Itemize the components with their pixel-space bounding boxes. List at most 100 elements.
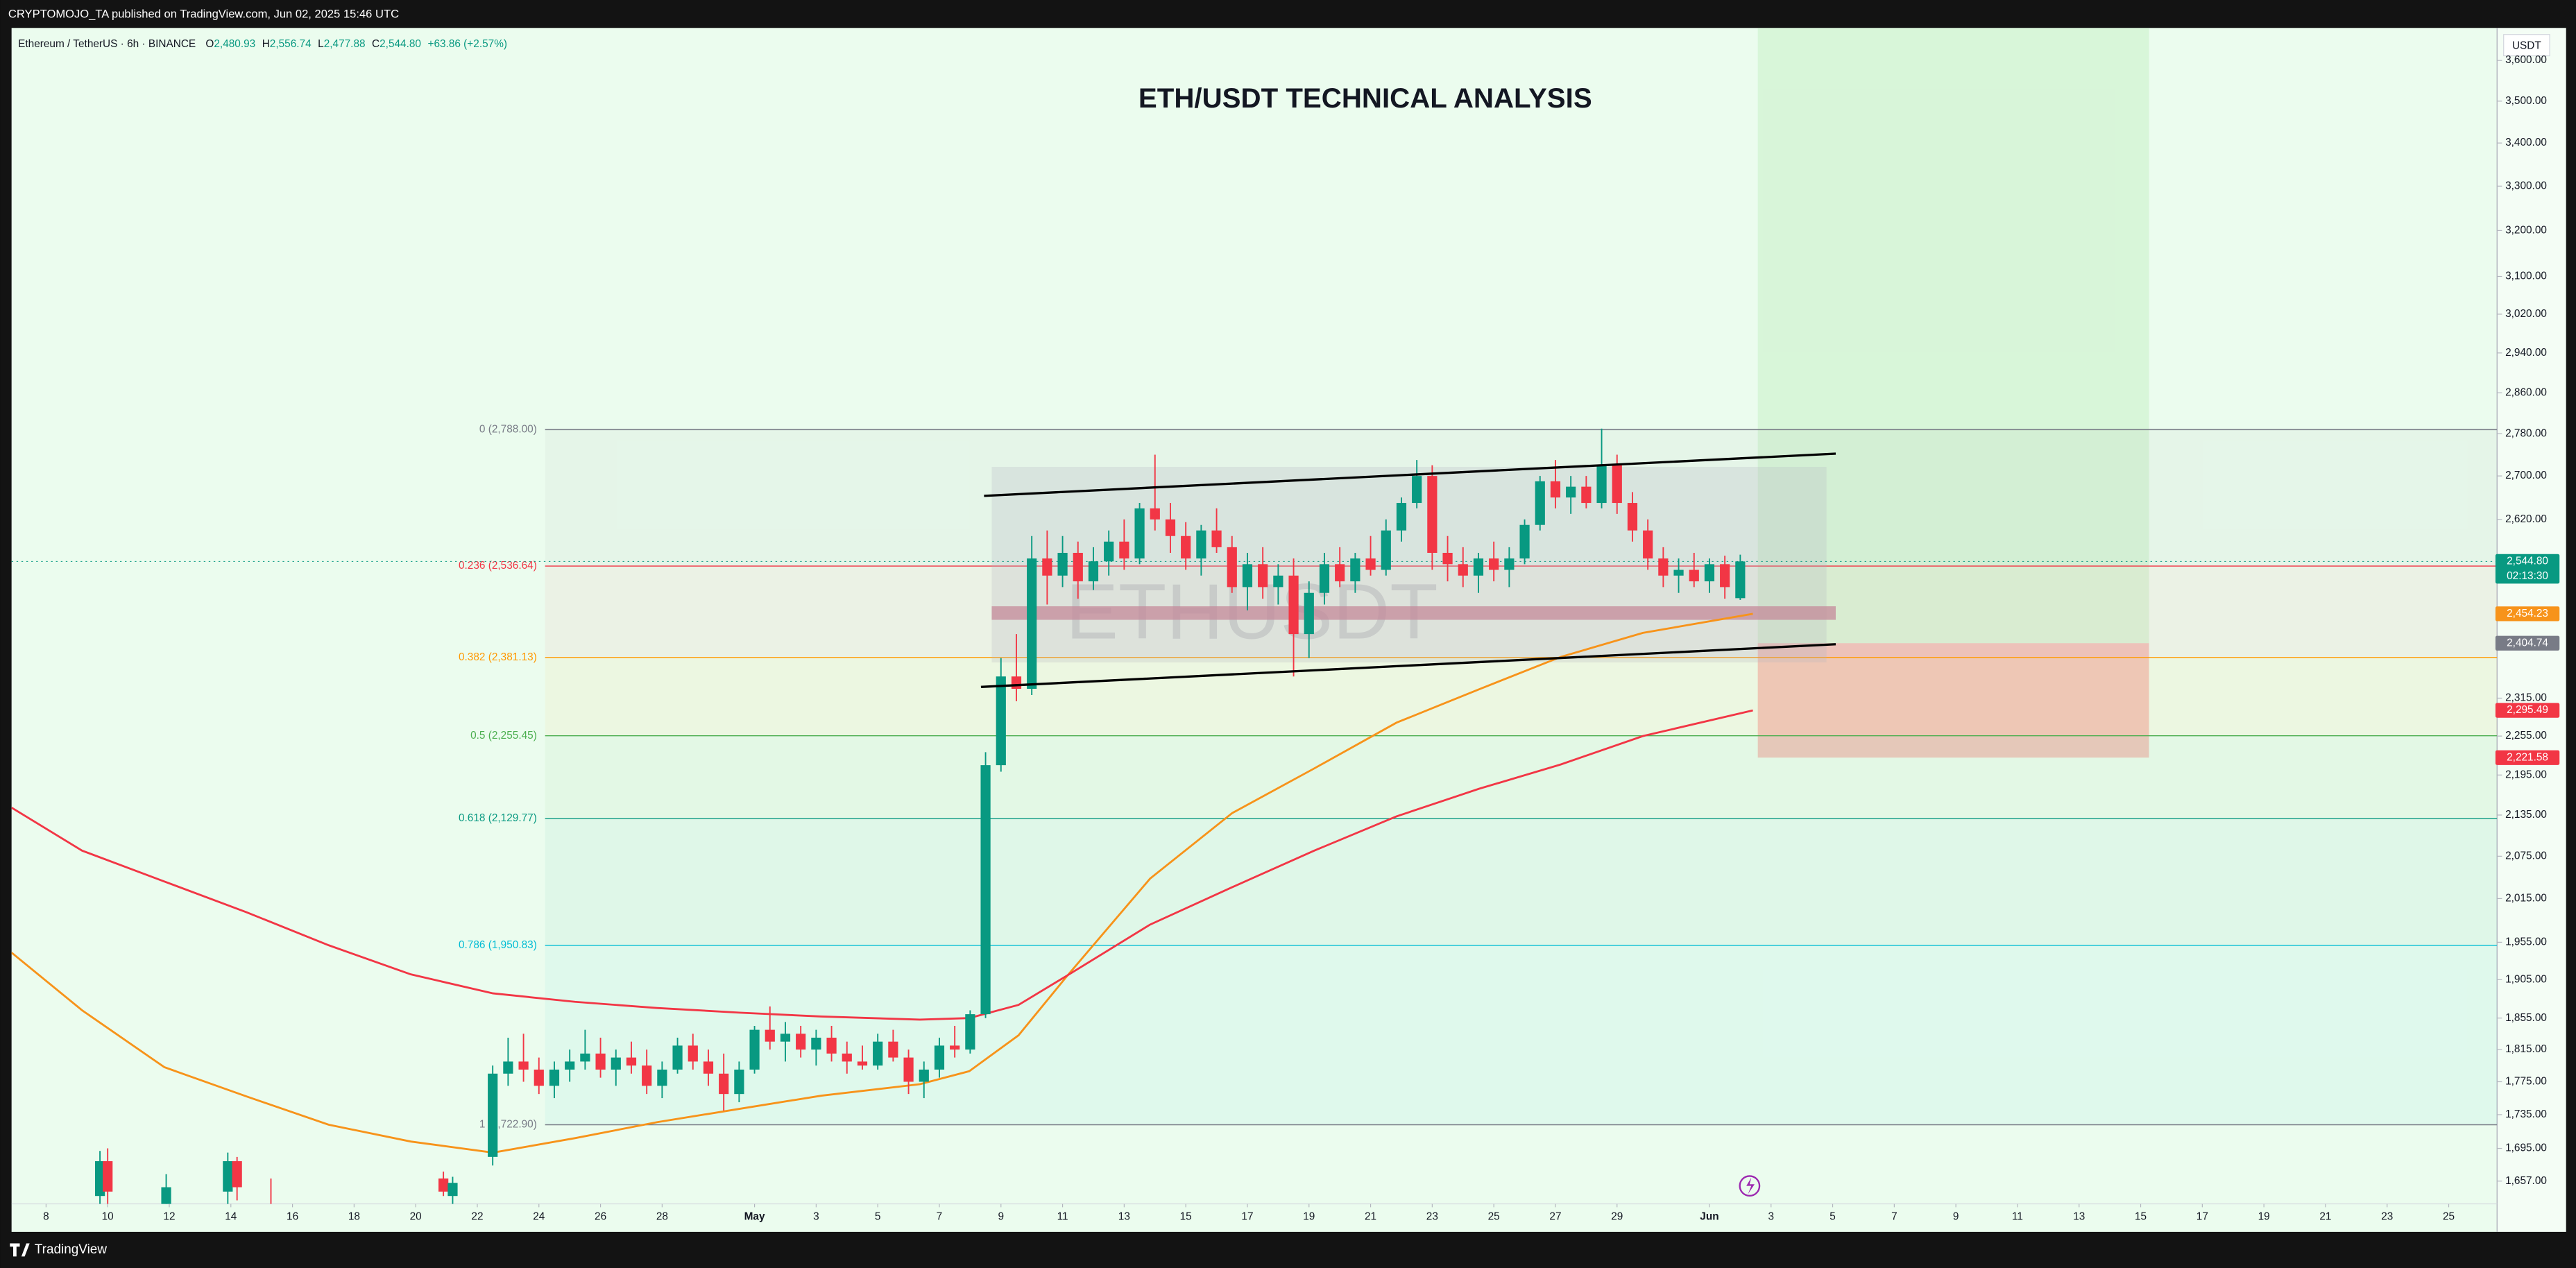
candle-body: [1596, 465, 1607, 504]
price-tag: [2495, 606, 2560, 622]
candle-body: [1165, 519, 1176, 536]
x-tick-label: 28: [656, 1211, 668, 1223]
fib-label: 0.382 (2,381.13): [459, 651, 537, 663]
price-tag: [2495, 635, 2560, 651]
candle-body: [1735, 561, 1746, 599]
x-tick-label: 3: [813, 1211, 819, 1223]
y-tick-label: 2,780.00: [2505, 427, 2547, 439]
y-tick-label: 1,955.00: [2505, 936, 2547, 948]
candle-body: [1196, 530, 1206, 559]
candle-body: [1227, 547, 1237, 588]
fib-label: 0.236 (2,536.64): [459, 560, 537, 572]
candle-body: [1134, 508, 1145, 559]
price-tag-label: 2,544.80: [2507, 555, 2548, 567]
y-tick-label: 3,020.00: [2505, 308, 2547, 320]
range-box: [991, 467, 1827, 662]
x-tick-label: 22: [471, 1211, 483, 1223]
candle-body: [1381, 530, 1391, 570]
candle-body: [703, 1061, 714, 1074]
price-axis: [2497, 28, 2566, 1232]
y-tick-label: 3,500.00: [2505, 95, 2547, 107]
candle-body: [534, 1069, 544, 1086]
candle-body: [657, 1069, 667, 1086]
x-tick-label: 27: [1549, 1211, 1561, 1223]
x-tick-label: 15: [2135, 1211, 2147, 1223]
candle-body: [1612, 465, 1622, 504]
x-tick-label: 9: [998, 1211, 1004, 1223]
candle-body: [565, 1061, 575, 1070]
x-tick-label: 21: [1365, 1211, 1376, 1223]
candle-body: [1057, 553, 1068, 576]
candle-body: [1335, 564, 1345, 582]
y-tick-label: 3,600.00: [2505, 54, 2547, 66]
y-tick-label: 2,700.00: [2505, 470, 2547, 481]
channel-line: [980, 643, 1836, 688]
candle-body: [1319, 564, 1330, 593]
x-tick-label: 12: [163, 1211, 175, 1223]
x-tick-label: 18: [348, 1211, 360, 1223]
candle-body: [1566, 486, 1576, 498]
x-tick-label: 8: [43, 1211, 49, 1223]
symbol: Ethereum / TetherUS · 6h · BINANCE: [18, 38, 196, 50]
publisher: CRYPTOMOJO_TA published on TradingView.c…: [8, 8, 399, 21]
candle-body: [1458, 564, 1468, 576]
candle-body: [1119, 541, 1129, 559]
x-tick-label: 29: [1611, 1211, 1623, 1223]
x-tick-label: 23: [2381, 1211, 2393, 1223]
legend-value: 2,556.74: [270, 38, 312, 50]
y-tick-label: 2,940.00: [2505, 347, 2547, 359]
x-tick-label: 23: [1426, 1211, 1438, 1223]
candle-body: [518, 1061, 529, 1070]
candle-body: [161, 1187, 171, 1204]
channel-line: [984, 452, 1836, 497]
candle-body: [1273, 575, 1283, 588]
candle-body: [1396, 503, 1407, 531]
candle-body: [919, 1069, 929, 1082]
x-tick-label: 5: [875, 1211, 881, 1223]
x-tick-label: Jun: [1700, 1211, 1718, 1223]
candle-body: [549, 1069, 560, 1086]
moving-average: [11, 612, 1753, 1154]
x-tick-label: 10: [102, 1211, 114, 1223]
candle-body: [626, 1057, 637, 1066]
legend: Ethereum / TetherUS · 6h · BINANCE O2,480…: [18, 38, 507, 50]
candle-body: [1658, 558, 1669, 576]
legend-value: 2,477.88: [324, 38, 366, 50]
fib-label: 0 (2,788.00): [479, 423, 537, 435]
candle-body: [1350, 558, 1360, 582]
y-tick-label: 1,815.00: [2505, 1043, 2547, 1055]
candle-body: [996, 676, 1006, 766]
x-tick-label: 11: [2012, 1211, 2023, 1223]
candle-body: [94, 1161, 105, 1197]
candle-body: [734, 1069, 744, 1095]
candle-body: [826, 1037, 837, 1054]
x-tick-label: 7: [937, 1211, 943, 1223]
brand-logo: [10, 1243, 30, 1257]
x-tick-label: 17: [2197, 1211, 2208, 1223]
candle-body: [934, 1045, 945, 1070]
x-tick-label: 20: [410, 1211, 422, 1223]
x-tick-label: 21: [2319, 1211, 2331, 1223]
candle-body: [595, 1053, 606, 1070]
x-tick-label: 14: [225, 1211, 237, 1223]
price-tag-label: 2,221.58: [2507, 751, 2548, 763]
price-tag-label: 2,295.49: [2507, 704, 2548, 716]
candle-body: [780, 1034, 791, 1042]
support-band: [991, 606, 1836, 620]
y-tick-label: 2,255.00: [2505, 730, 2547, 742]
x-tick-label: 17: [1241, 1211, 1253, 1223]
candle-body: [1073, 553, 1083, 582]
x-tick-label: 3: [1768, 1211, 1774, 1223]
x-tick-label: 26: [595, 1211, 606, 1223]
candle-body: [1673, 569, 1684, 576]
candle-body: [796, 1034, 806, 1050]
candle-body: [611, 1057, 621, 1070]
x-tick-label: 16: [287, 1211, 298, 1223]
candle-body: [1365, 558, 1376, 570]
candle-body: [873, 1041, 883, 1066]
candle-body: [1581, 486, 1592, 504]
legend-key: L: [318, 38, 324, 50]
long-target-zone: [1757, 28, 2149, 644]
x-tick-label: 25: [1488, 1211, 1500, 1223]
